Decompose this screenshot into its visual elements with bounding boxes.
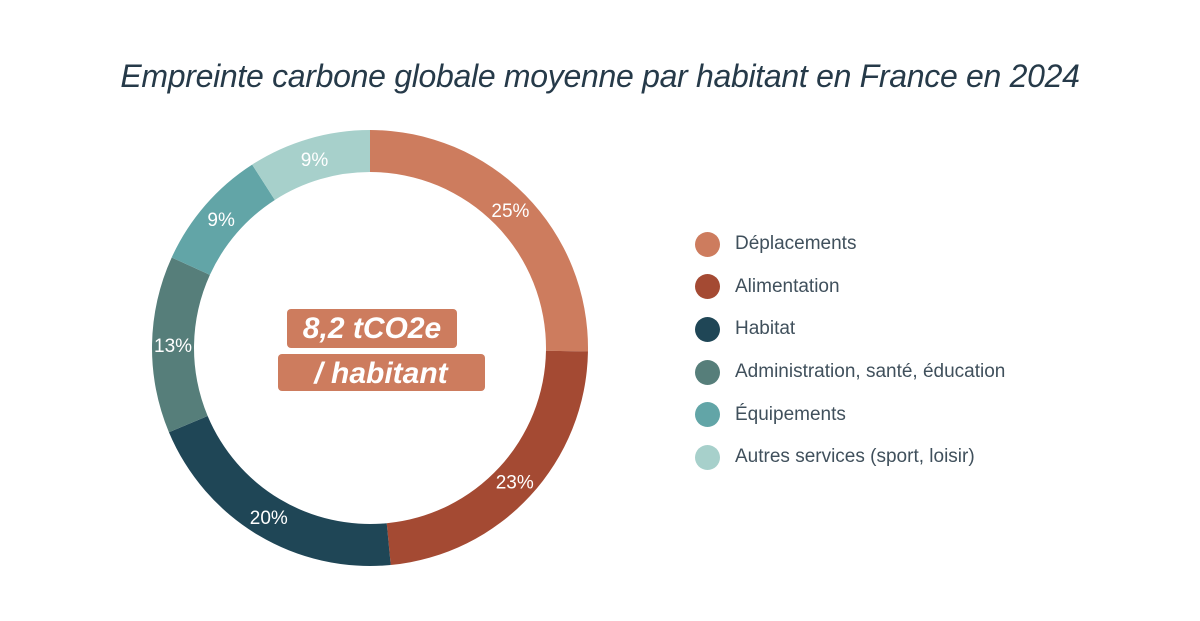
slice-label-1: 23% [496, 473, 534, 494]
slice-1 [386, 350, 588, 566]
legend-swatch [695, 316, 720, 342]
legend-item: Habitat [695, 308, 1155, 351]
slice-label-2: 20% [250, 508, 288, 529]
legend-item: Administration, santé, éducation [695, 351, 1155, 394]
legend-label: Déplacements [735, 233, 857, 255]
legend: Déplacements Alimentation Habitat Administr… [695, 223, 1155, 479]
legend-item: Autres services (sport, loisir) [695, 436, 1155, 479]
legend-label: Autres services (sport, loisir) [735, 446, 975, 468]
center-label-line-1: 8,2 tCO2e [303, 312, 441, 345]
legend-label: Alimentation [735, 275, 840, 297]
center-label-box-2 [278, 354, 485, 391]
legend-item: Déplacements [695, 223, 1155, 266]
slice-5 [252, 130, 370, 200]
legend-label: Équipements [735, 403, 846, 425]
legend-swatch [695, 402, 720, 428]
slice-label-4: 9% [207, 210, 235, 231]
legend-item: Alimentation [695, 266, 1155, 309]
slice-label-0: 25% [491, 201, 529, 222]
slice-0 [370, 130, 588, 352]
slice-3 [151, 257, 210, 433]
legend-item: Équipements [695, 393, 1155, 436]
legend-label: Habitat [735, 318, 796, 340]
legend-swatch [695, 359, 720, 385]
slice-label-3: 13% [154, 336, 192, 357]
legend-swatch [695, 444, 720, 470]
slice-2 [168, 415, 391, 566]
center-label-line-2: / habitant [312, 357, 449, 390]
slice-label-5: 9% [301, 150, 329, 171]
chart-title: Empreinte carbone globale moyenne par ha… [120, 58, 1080, 94]
slice-4 [171, 164, 275, 275]
legend-swatch [695, 231, 720, 257]
legend-label: Administration, santé, éducation [735, 361, 1006, 383]
center-label: 8,2 tCO2e / habitant [278, 309, 485, 391]
donut-chart: 25% 23% 20% 13% 9% 9% 8,2 tCO2e / habitant [151, 130, 588, 566]
legend-swatch [695, 274, 720, 300]
center-label-box-1 [287, 309, 457, 348]
